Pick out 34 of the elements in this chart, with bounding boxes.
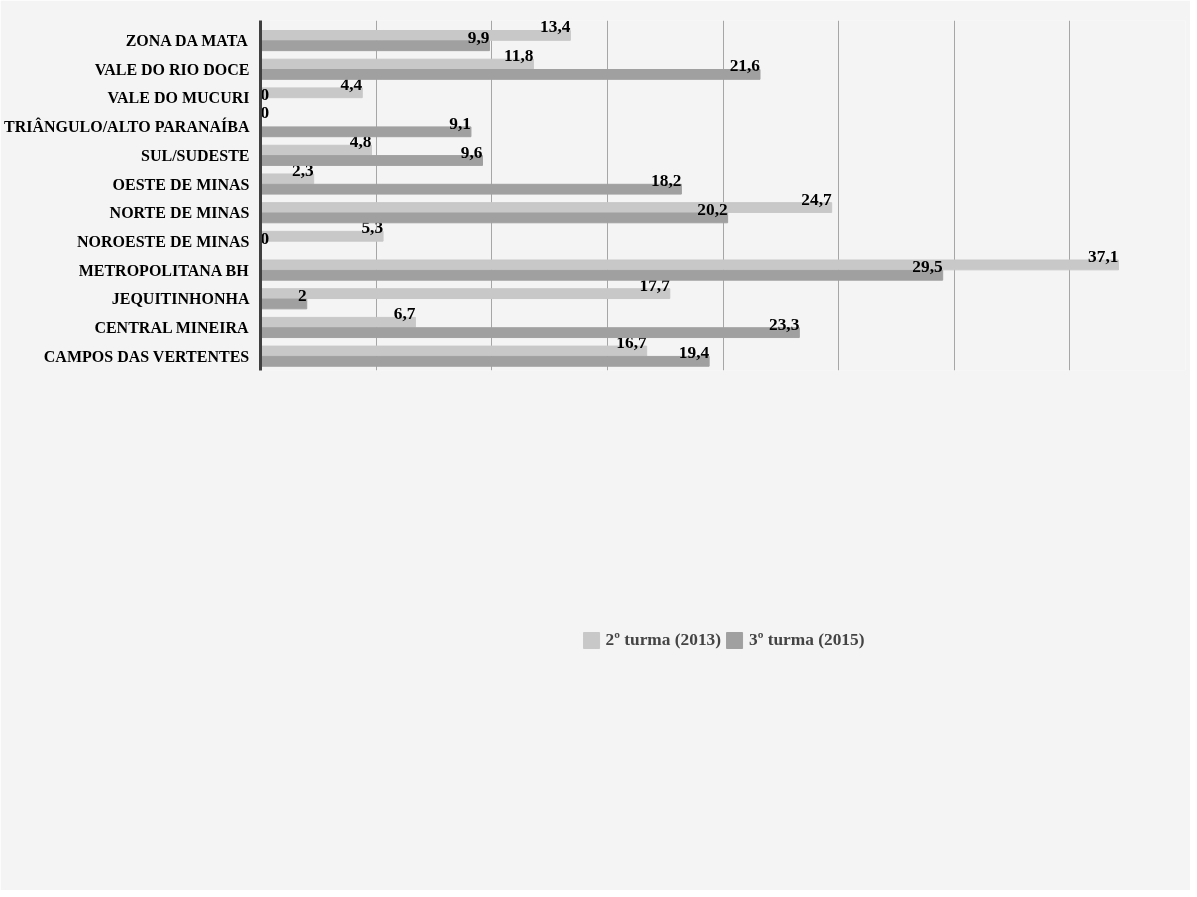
y-tick-label: VALE DO MUCURI (107, 89, 250, 107)
y-tick-label: NORTE DE MINAS (109, 204, 250, 222)
data-label: 19,4 (678, 343, 710, 363)
data-label: 13,4 (540, 17, 571, 37)
data-label: 37,1 (1088, 246, 1119, 266)
data-label: 4,4 (340, 74, 363, 94)
data-label: 20,2 (697, 199, 728, 219)
data-label: 17,7 (639, 275, 671, 295)
y-tick-label: VALE DO RIO DOCE (94, 60, 250, 78)
data-label: 9,6 (460, 142, 483, 162)
y-tick-label: SUL/SUDESTE (141, 146, 250, 164)
data-label: 9,1 (449, 113, 471, 133)
y-tick-label: ZONA DA MATA (125, 32, 249, 50)
data-label: 2 (298, 285, 307, 305)
data-label: 2,3 (292, 160, 315, 180)
data-label: 23,3 (768, 314, 800, 334)
y-tick-label: METROPOLITANA BH (78, 261, 250, 279)
y-tick-label: JEQUITINHONHA (111, 290, 250, 308)
y-tick-label: OESTE DE MINAS (112, 175, 250, 193)
legend-label: 3º turma (2015) (749, 630, 865, 650)
data-label: 29,5 (912, 257, 944, 277)
y-tick-label: CAMPOS DAS VERTENTES (43, 347, 250, 365)
y-tick-label: NOROESTE DE MINAS (77, 232, 250, 250)
legend-label: 2º turma (2013) (605, 630, 721, 650)
data-label: 4,8 (349, 132, 372, 152)
y-tick-label: TRIÂNGULO/ALTO PARANAÍBA (3, 117, 250, 136)
data-label: 6,7 (393, 304, 416, 324)
data-label: 21,6 (729, 56, 761, 76)
data-label: 11,8 (504, 46, 534, 66)
data-label: 5,3 (361, 218, 384, 238)
data-label: 9,9 (467, 27, 490, 47)
y-tick-label: CENTRAL MINEIRA (94, 318, 250, 336)
data-label: 24,7 (801, 189, 833, 209)
data-label: 18,2 (651, 171, 682, 191)
